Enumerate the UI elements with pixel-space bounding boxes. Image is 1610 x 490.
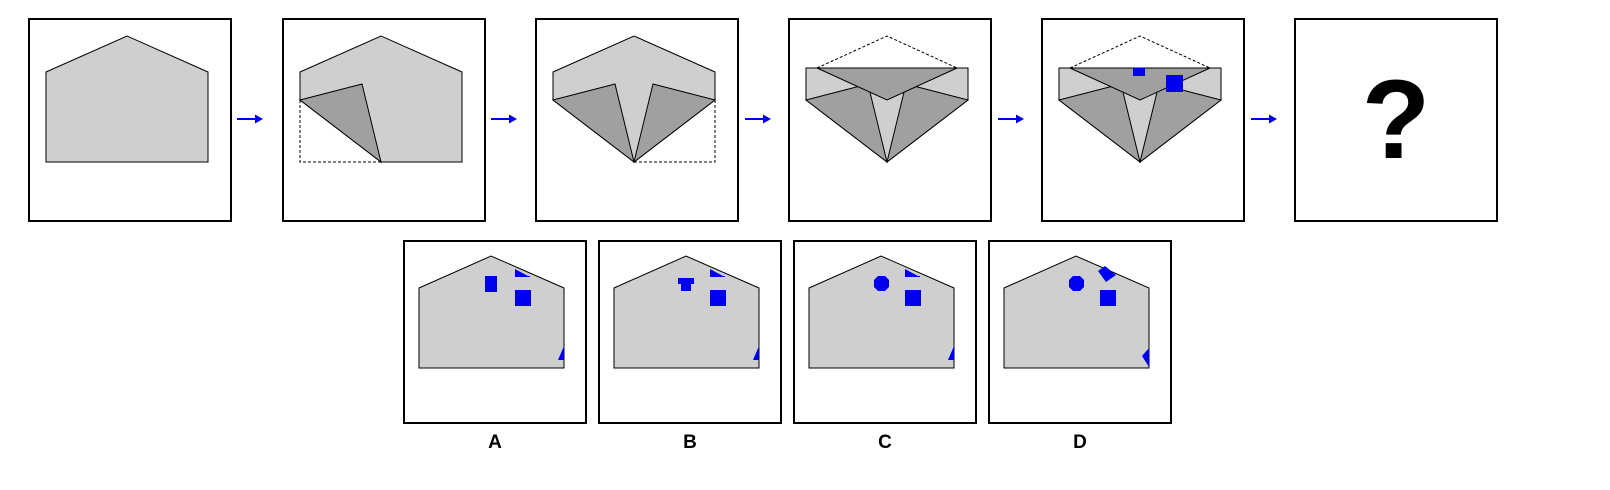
- option-d-figure: [1003, 255, 1150, 369]
- folded-flap-right: [1139, 83, 1223, 164]
- hole-octagon: [874, 276, 889, 291]
- hole-top-edge: [710, 269, 725, 277]
- hole-corner: [558, 346, 564, 360]
- hole-corner: [753, 346, 759, 360]
- right-arrow-icon: [1251, 114, 1277, 124]
- paper-sheet: [45, 35, 209, 163]
- step-1-panel: [28, 18, 232, 222]
- punched-hole-square: [1166, 75, 1183, 92]
- step-5-panel: [1041, 18, 1245, 222]
- hole-square: [515, 290, 531, 306]
- paper-sheet: [613, 255, 760, 369]
- question-mark: ?: [1361, 57, 1431, 182]
- step-1-figure: [45, 35, 209, 163]
- step-3-figure: [551, 35, 717, 164]
- option-b-panel[interactable]: [598, 240, 782, 424]
- option-c-panel[interactable]: [793, 240, 977, 424]
- option-a-figure: [418, 255, 565, 369]
- folded-top-flap: [816, 67, 958, 101]
- hole-diamond-top: [1098, 266, 1116, 282]
- punched-hole-small: [1133, 68, 1145, 76]
- option-c-figure: [808, 255, 955, 369]
- right-arrow-icon: [745, 114, 771, 124]
- step-4-panel: [788, 18, 992, 222]
- folded-flap: [298, 83, 382, 164]
- hole-octagon: [1069, 276, 1084, 291]
- option-a-panel[interactable]: [403, 240, 587, 424]
- hole-diamond-edge: [1142, 348, 1149, 367]
- dashed-original-outline: [299, 100, 381, 163]
- dashed-original-outline: [816, 35, 958, 69]
- step-4-figure: [804, 35, 970, 164]
- hole-rectangle: [485, 276, 497, 292]
- paper-sheet: [808, 255, 955, 369]
- dashed-original-outline: [1069, 35, 1211, 69]
- folded-flap-left: [1057, 83, 1141, 164]
- step-2-figure: [298, 35, 463, 164]
- step-3-panel: [535, 18, 739, 222]
- folded-flap-right: [886, 83, 970, 164]
- folded-flap-right: [633, 83, 717, 164]
- hole-square: [905, 290, 921, 306]
- right-arrow-icon: [491, 114, 517, 124]
- hole-t-shape: [678, 278, 694, 291]
- folded-flap-left: [804, 83, 888, 164]
- dashed-original-outline: [634, 100, 716, 163]
- step-5-figure: [1057, 35, 1223, 164]
- paper-sheet: [1003, 255, 1150, 369]
- option-b-label: B: [683, 432, 697, 453]
- right-arrow-icon: [237, 114, 263, 124]
- option-d-panel[interactable]: [988, 240, 1172, 424]
- hole-top-edge: [905, 269, 920, 277]
- question-panel: ?: [1294, 18, 1498, 222]
- option-b-figure: [613, 255, 760, 369]
- option-c-label: C: [878, 432, 892, 453]
- hole-corner: [948, 346, 954, 360]
- option-a-label: A: [488, 432, 502, 453]
- hole-top-edge: [515, 269, 530, 277]
- paper-sheet: [418, 255, 565, 369]
- right-arrow-icon: [998, 114, 1024, 124]
- folded-flap-left: [551, 83, 635, 164]
- hole-square: [1100, 290, 1116, 306]
- step-2-panel: [282, 18, 486, 222]
- option-d-label: D: [1073, 432, 1087, 453]
- hole-square: [710, 290, 726, 306]
